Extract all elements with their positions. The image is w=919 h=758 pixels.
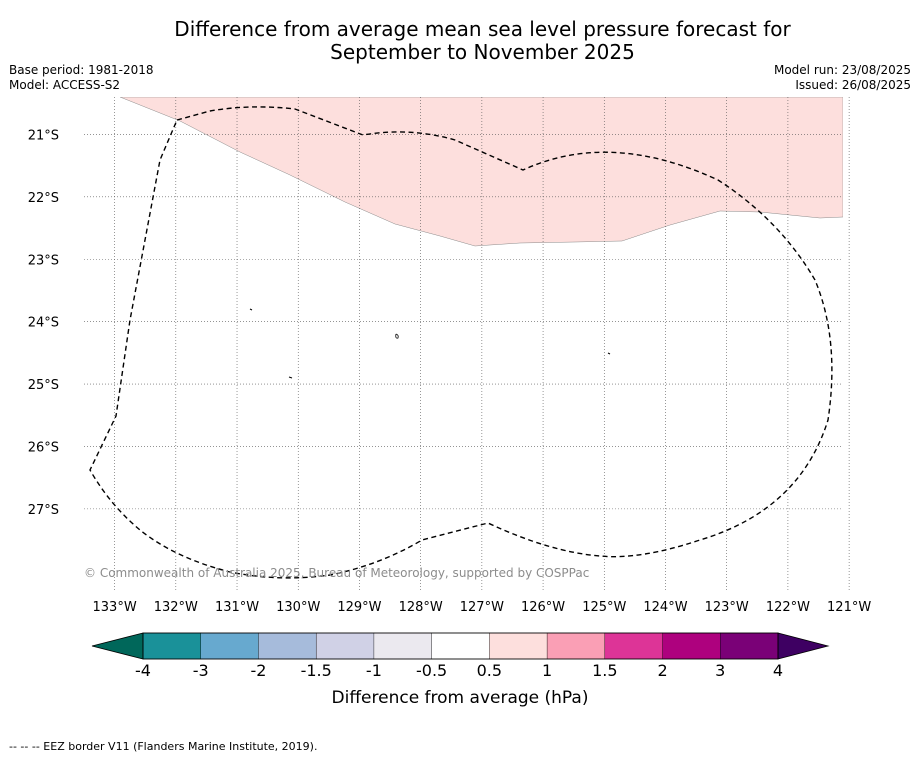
colorbar-box: [373, 632, 433, 660]
island-mark: [288, 376, 293, 379]
colorbar-over-arrow: [777, 632, 830, 660]
colorbar-tick-label: -4: [135, 661, 151, 680]
latitude-labels: 21°S 22°S 23°S 24°S 25°S 26°S 27°S: [28, 128, 59, 517]
longitude-tick-label: 125°W: [582, 600, 626, 615]
latitude-tick-label: 25°S: [28, 378, 59, 393]
colorbar-tick-label: 0.5: [477, 661, 502, 680]
issued-date: Issued: 26/08/2025: [795, 78, 911, 92]
colorbar-box: [489, 632, 548, 660]
colorbar-tick-label: 1.5: [592, 661, 617, 680]
latitude-tick-label: 23°S: [28, 253, 59, 268]
model-name: Model: ACCESS-S2: [9, 78, 121, 92]
colorbar-under-arrow: [91, 632, 144, 660]
colorbar-tick-label: 3: [715, 661, 725, 680]
colorbar-tick-label: -0.5: [416, 661, 447, 680]
colorbar-tick-label: 4: [773, 661, 783, 680]
colorbar: -4 -3 -2 -1.5 -1 -0.5 0.5 1 1.5 2 3 4 Difference fr…: [91, 632, 830, 708]
longitude-tick-label: 126°W: [521, 600, 565, 615]
colorbar-tick-label: -3: [193, 661, 209, 680]
base-period: Base period: 1981-2018: [9, 63, 154, 77]
colorbar-tick-label: -2: [250, 661, 266, 680]
colorbar-box: [258, 632, 317, 660]
colorbar-tick-label: -1: [366, 661, 382, 680]
longitude-tick-label: 128°W: [399, 600, 443, 615]
meta-right: Model run: 23/08/2025 Issued: 26/08/2025: [774, 63, 911, 93]
colorbar-tick-label: 1: [542, 661, 552, 680]
latitude-tick-label: 22°S: [28, 191, 59, 206]
copyright-text: © Commonwealth of Australia 2025, Bureau…: [84, 566, 589, 580]
latitude-tick-label: 21°S: [28, 128, 59, 143]
longitude-tick-label: 122°W: [766, 600, 810, 615]
colorbar-box: [142, 632, 202, 660]
colorbar-outline: [142, 632, 779, 660]
island-mark: [395, 333, 399, 339]
colorbar-tick-labels: -4 -3 -2 -1.5 -1 -0.5 0.5 1 1.5 2 3 4: [135, 661, 783, 680]
chart-title: Difference from average mean sea level p…: [0, 18, 919, 64]
positive-anomaly-region: [119, 97, 843, 247]
colorbar-box: [200, 632, 259, 660]
latitude-gridlines: [84, 134, 843, 510]
title-line-2: September to November 2025: [330, 40, 635, 64]
longitude-gridlines: [114, 97, 850, 590]
longitude-tick-label: 121°W: [827, 600, 871, 615]
island-mark: [249, 308, 253, 311]
colorbar-box: [720, 632, 779, 660]
latitude-tick-label: 26°S: [28, 440, 59, 455]
eez-border: [89, 106, 833, 579]
longitude-tick-label: 123°W: [705, 600, 749, 615]
longitude-tick-label: 124°W: [643, 600, 687, 615]
map-panel: © Commonwealth of Australia 2025, Bureau…: [84, 97, 850, 590]
colorbar-label: Difference from average (hPa): [332, 688, 589, 708]
longitude-tick-label: 133°W: [93, 600, 137, 615]
colorbar-tick-label: -1.5: [301, 661, 332, 680]
colorbar-tick-label: 2: [657, 661, 667, 680]
colorbar-box: [546, 632, 606, 660]
colorbar-box: [431, 632, 490, 660]
longitude-tick-label: 127°W: [460, 600, 504, 615]
colorbar-box: [662, 632, 721, 660]
island-mark: [607, 352, 611, 355]
eez-legend-footnote: -- -- -- EEZ border V11 (Flanders Marine…: [9, 740, 318, 753]
colorbar-box: [604, 632, 664, 660]
title-line-1: Difference from average mean sea level p…: [174, 17, 791, 41]
meta-left: Base period: 1981-2018 Model: ACCESS-S2: [9, 63, 154, 93]
longitude-labels: 133°W 132°W 131°W 130°W 129°W 128°W 127°W 126°W…: [93, 600, 872, 615]
colorbar-boxes: [142, 632, 779, 660]
longitude-tick-label: 129°W: [337, 600, 381, 615]
longitude-tick-label: 132°W: [154, 600, 198, 615]
colorbar-box: [315, 632, 375, 660]
model-run: Model run: 23/08/2025: [773, 63, 911, 77]
longitude-tick-label: 130°W: [276, 600, 320, 615]
latitude-tick-label: 24°S: [28, 316, 59, 331]
longitude-tick-label: 131°W: [215, 600, 259, 615]
latitude-tick-label: 27°S: [28, 503, 59, 518]
